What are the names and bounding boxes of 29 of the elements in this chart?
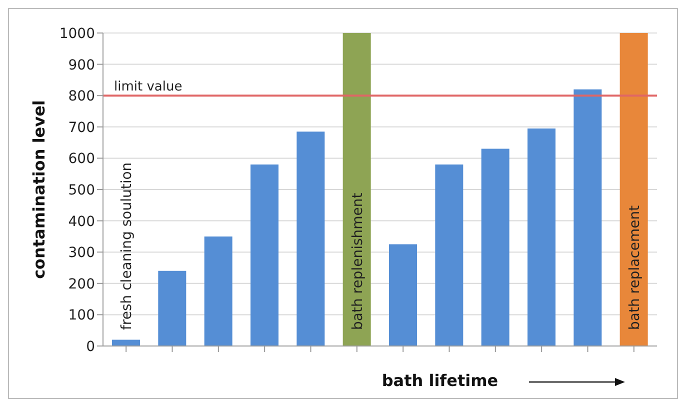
y-tick-label: 300 (68, 245, 95, 262)
y-tick-label: 400 (68, 214, 95, 230)
bar (296, 132, 325, 346)
bar (342, 33, 371, 346)
bar (389, 244, 417, 346)
y-tick-label: 500 (68, 182, 95, 198)
y-tick-label: 100 (68, 308, 95, 324)
y-tick-label: 700 (68, 120, 95, 136)
y-tick-label: 0 (86, 338, 95, 355)
y-tick-label: 200 (68, 276, 95, 292)
bar (250, 164, 278, 346)
y-tick-label: 600 (68, 151, 95, 168)
bar (204, 236, 232, 346)
ref-line-label: limit value (114, 80, 182, 95)
bar (158, 270, 186, 346)
bar (435, 164, 464, 346)
y-axis-title: contamination level (30, 100, 49, 279)
y-tick-label: 900 (68, 57, 95, 74)
data-label: fresh cleaning soulution (119, 162, 135, 330)
data-label: bath replacement (626, 204, 643, 330)
y-tick-label: 800 (68, 88, 95, 105)
bar (574, 89, 602, 346)
bar (481, 148, 510, 346)
y-tick-label: 1000 (59, 26, 95, 42)
bar (528, 128, 556, 346)
bar (620, 33, 648, 346)
x-axis-title: bath lifetime (382, 371, 498, 390)
data-label: bath replenishment (350, 192, 366, 330)
bar (112, 340, 140, 346)
